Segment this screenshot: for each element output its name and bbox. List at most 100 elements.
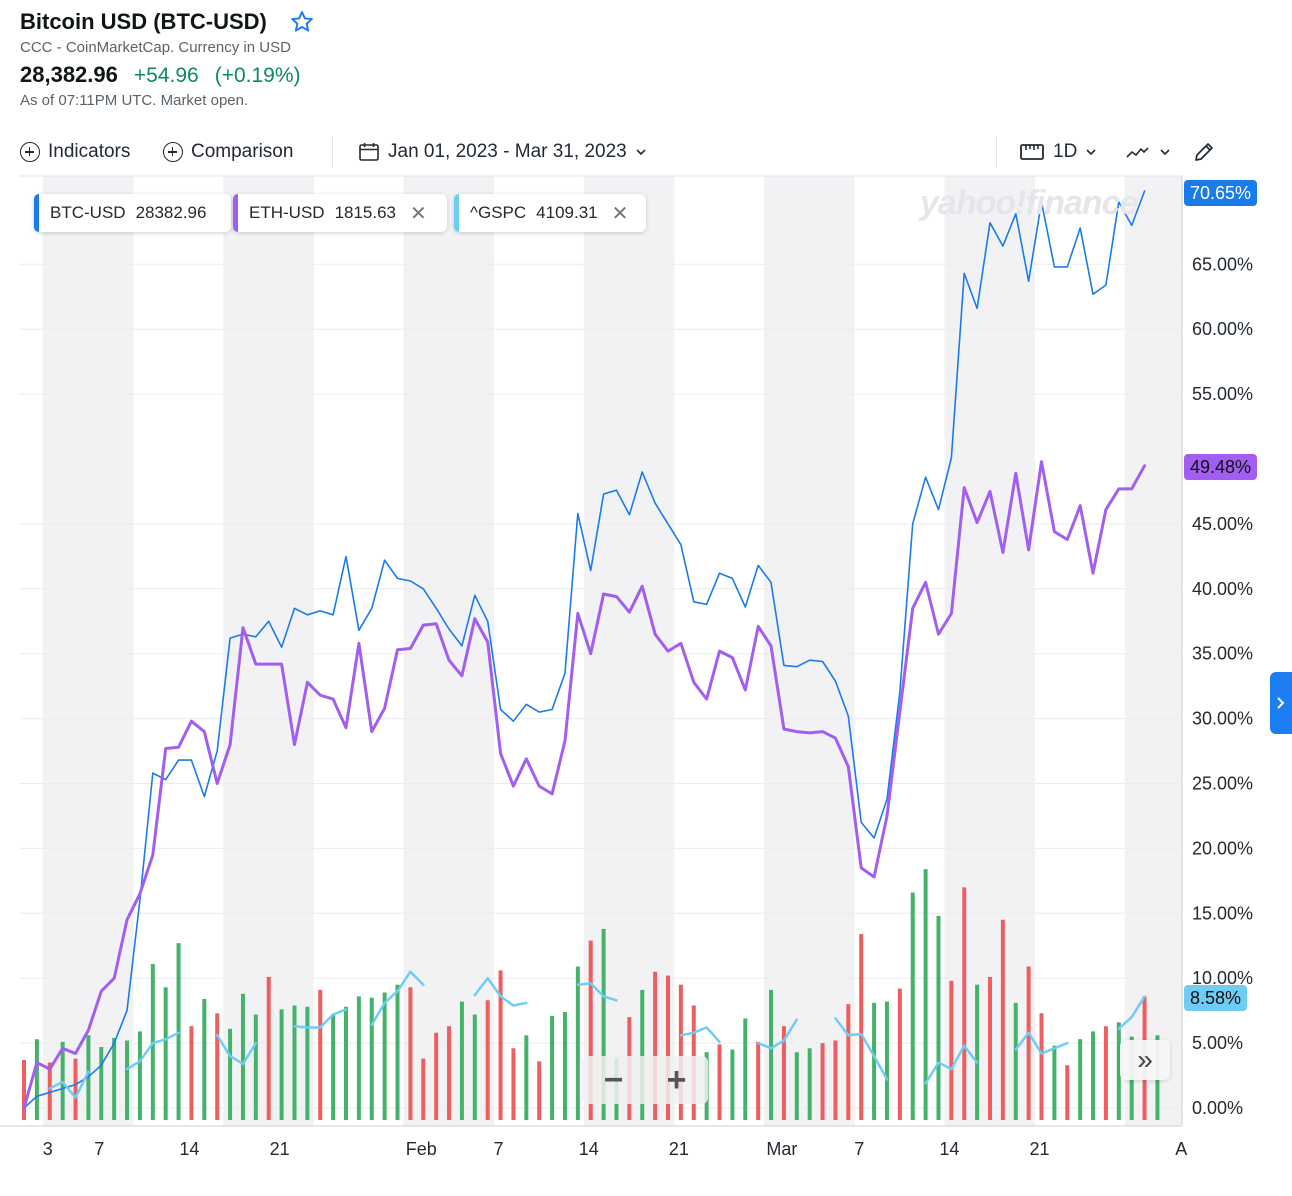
- x-tick-label: 21: [1030, 1139, 1050, 1159]
- week-band: [223, 176, 314, 1126]
- legend-color-swatch: [454, 194, 459, 232]
- y-tick-label: 45.00%: [1192, 514, 1253, 534]
- volume-bar: [240, 993, 245, 1120]
- y-tick-label: 25.00%: [1192, 774, 1253, 794]
- scroll-to-latest-button[interactable]: »: [1120, 1040, 1170, 1080]
- legend-item-gspc[interactable]: ^GSPC 4109.31 ✕: [454, 194, 646, 232]
- volume-bar: [1013, 1002, 1018, 1120]
- volume-bar: [936, 915, 941, 1120]
- line-chart-icon: [1126, 147, 1149, 158]
- y-tick-label: 55.00%: [1192, 384, 1253, 404]
- x-tick-label: Mar: [766, 1139, 797, 1159]
- zoom-in-button[interactable]: +: [666, 1060, 687, 1099]
- volume-bar: [923, 869, 928, 1120]
- close-icon[interactable]: ✕: [611, 202, 629, 225]
- chevron-down-icon: [1086, 149, 1096, 156]
- volume-bar: [524, 1035, 529, 1120]
- x-tick-label: 14: [579, 1139, 599, 1159]
- volume-bar: [202, 998, 207, 1120]
- volume-bar: [550, 1015, 555, 1120]
- week-band: [583, 176, 675, 1126]
- quote-timestamp: As of 07:11PM UTC. Market open.: [20, 92, 249, 109]
- volume-bar: [601, 928, 606, 1120]
- comparison-button[interactable]: Comparison: [163, 138, 293, 166]
- volume-bar: [73, 1058, 78, 1120]
- x-tick-label: 7: [94, 1139, 104, 1159]
- volume-bar: [266, 976, 271, 1120]
- volume-bar: [666, 975, 670, 1120]
- y-tick-label: 60.00%: [1192, 319, 1253, 339]
- volume-bar: [794, 1052, 799, 1120]
- x-tick-label: 14: [939, 1139, 959, 1159]
- week-band: [42, 176, 134, 1126]
- series-line-gspc: [48, 970, 1146, 1099]
- volume-bar: [472, 1014, 477, 1120]
- expand-panel-button[interactable]: [1270, 672, 1292, 734]
- draw-tool-button[interactable]: [1192, 138, 1216, 166]
- volume-bar: [137, 1031, 142, 1120]
- x-tick-label: 7: [494, 1139, 504, 1159]
- volume-bar: [975, 984, 980, 1120]
- legend-color-swatch: [233, 194, 238, 232]
- volume-bar: [279, 1009, 284, 1120]
- chart-type-selector[interactable]: [1125, 138, 1171, 166]
- x-tick-label: 21: [669, 1139, 689, 1159]
- week-band: [1124, 176, 1182, 1126]
- volume-bar: [910, 892, 915, 1120]
- volume-bar: [498, 970, 503, 1120]
- volume-bar: [421, 1058, 426, 1120]
- volume-bar: [846, 1004, 851, 1120]
- volume-bar: [640, 989, 645, 1120]
- volume-bar: [1026, 966, 1031, 1120]
- volume-bar: [781, 1026, 786, 1120]
- price-change-percent: (+0.19%): [214, 64, 301, 87]
- volume-bar: [125, 1040, 130, 1120]
- volume-bar: [678, 984, 683, 1120]
- price-chart[interactable]: 65.00%60.00%55.00%45.00%40.00%35.00%30.0…: [0, 174, 1292, 1196]
- chart-area[interactable]: 65.00% 60.00% 55.00% 45.00% 40.00% 35.00% 30.0…: [0, 174, 1292, 1196]
- volume-bar: [743, 1018, 748, 1120]
- volume-bar: [988, 976, 992, 1120]
- volume-bar: [1039, 1013, 1044, 1120]
- indicators-button[interactable]: Indicators: [20, 138, 130, 166]
- volume-bar: [434, 1032, 439, 1120]
- x-tick-label: 21: [270, 1139, 290, 1159]
- date-range-label: Jan 01, 2023 - Mar 31, 2023: [388, 141, 627, 162]
- toolbar-divider: [996, 136, 997, 168]
- legend-item-eth[interactable]: ETH-USD 1815.63 ✕: [233, 194, 447, 232]
- volume-bar: [395, 984, 400, 1120]
- volume-bar: [717, 1044, 722, 1120]
- volume-bar: [1116, 1022, 1121, 1120]
- legend-item-btc[interactable]: BTC-USD 28382.96: [34, 194, 231, 232]
- volume-bar: [459, 1001, 464, 1120]
- chart-toolbar: Indicators Comparison Jan 01, 2023 - Mar…: [0, 132, 1292, 172]
- x-tick-label: 7: [854, 1139, 864, 1159]
- volume-bar: [962, 887, 967, 1120]
- volume-bar: [305, 1006, 310, 1120]
- volume-bar: [112, 1037, 117, 1120]
- volume-bar: [369, 997, 374, 1120]
- interval-selector[interactable]: 1D: [1019, 138, 1097, 166]
- close-icon[interactable]: ✕: [410, 202, 427, 225]
- volume-bar: [820, 1043, 825, 1120]
- volume-bar: [485, 1000, 490, 1120]
- volume-bar: [833, 1040, 838, 1120]
- volume-bar: [575, 966, 580, 1120]
- volume-bar: [382, 992, 387, 1120]
- ruler-icon: [1020, 144, 1044, 160]
- volume-bar: [1091, 1031, 1096, 1120]
- week-band: [403, 176, 495, 1126]
- x-tick-label: A: [1175, 1139, 1187, 1159]
- indicators-label: Indicators: [48, 141, 131, 162]
- volume-bar: [331, 1014, 336, 1120]
- volume-bar: [344, 1006, 348, 1120]
- star-icon[interactable]: [289, 9, 315, 35]
- date-range-picker[interactable]: Jan 01, 2023 - Mar 31, 2023: [358, 138, 647, 166]
- volume-bar: [859, 934, 864, 1120]
- y-tick-label: 30.00%: [1192, 709, 1253, 729]
- volume-bar: [730, 1049, 735, 1120]
- current-price: 28,382.96: [20, 62, 118, 87]
- y-tick-label: 20.00%: [1192, 838, 1253, 858]
- zoom-out-button[interactable]: −: [603, 1060, 624, 1099]
- plus-circle-icon: [20, 142, 40, 162]
